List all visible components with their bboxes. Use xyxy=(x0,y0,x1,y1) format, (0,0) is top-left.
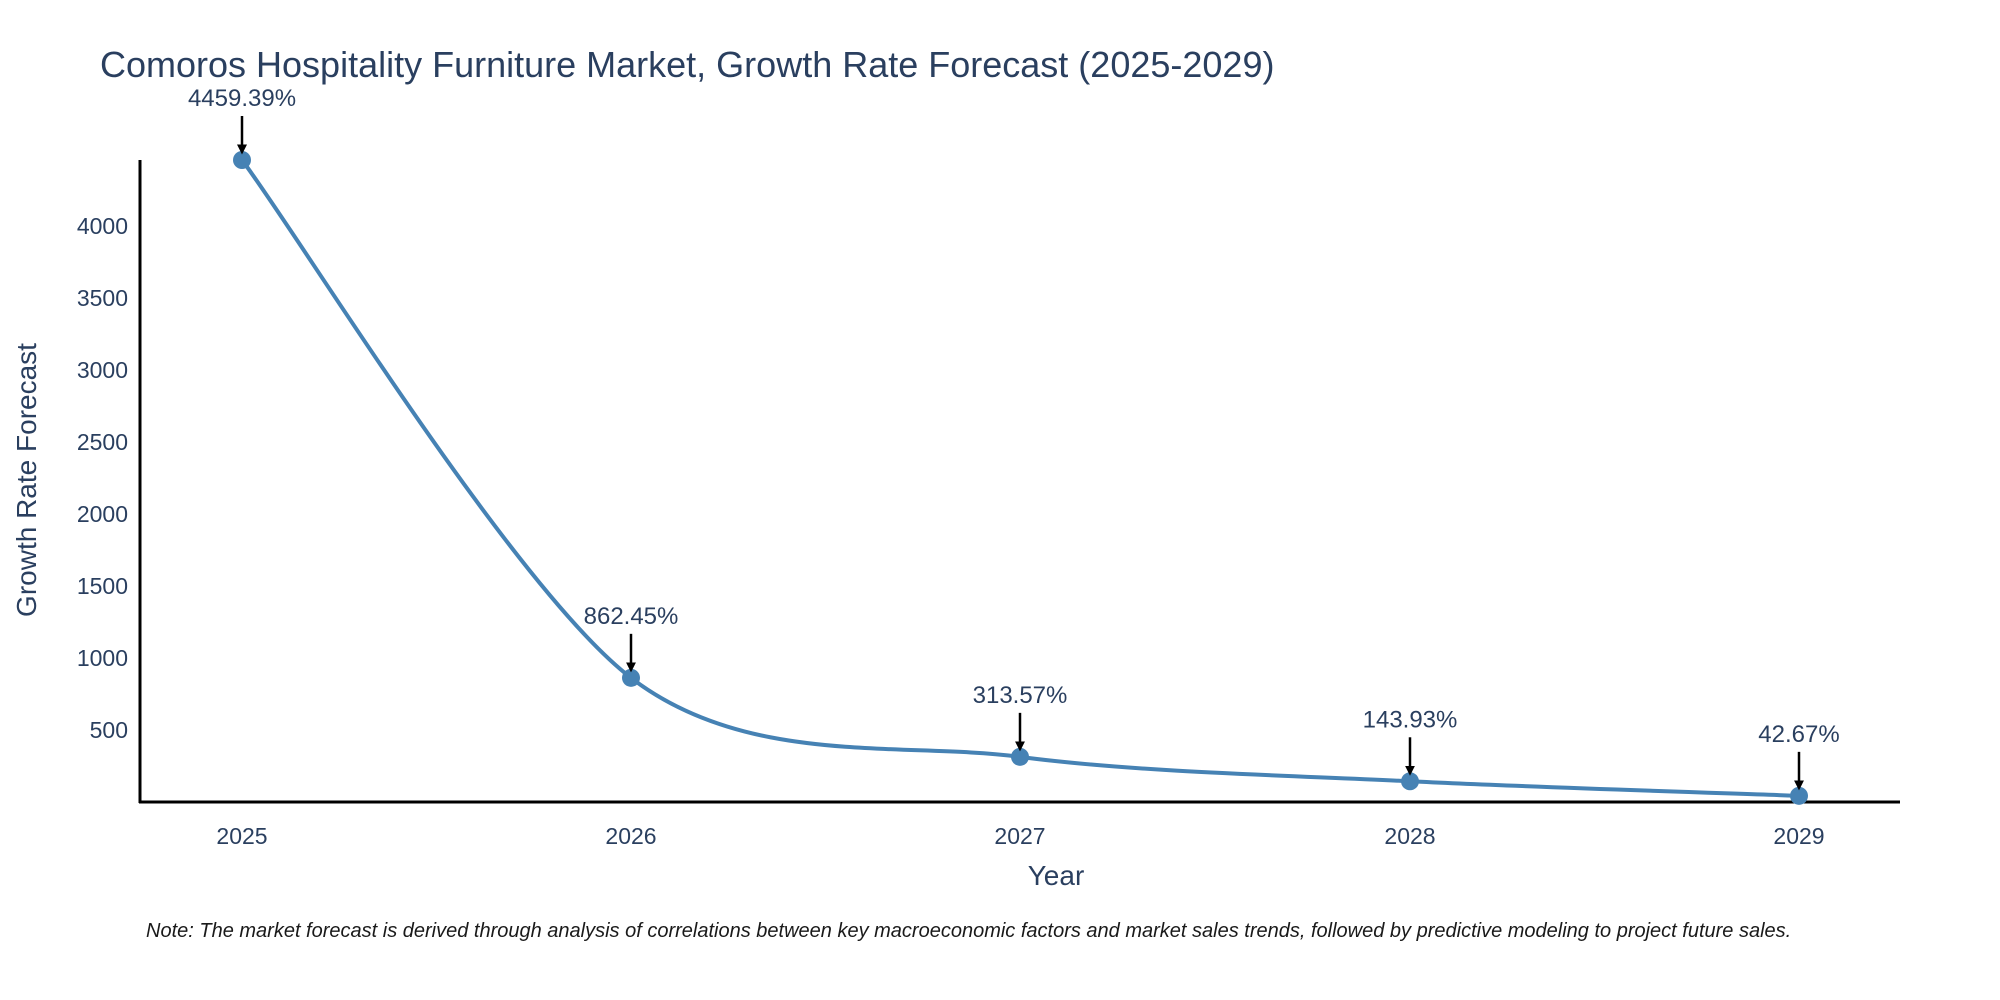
y-tick-label: 3500 xyxy=(77,285,128,311)
data-label: 143.93% xyxy=(1363,706,1458,733)
y-tick-label: 1000 xyxy=(77,645,128,671)
data-label: 862.45% xyxy=(584,603,679,630)
x-tick-label: 2029 xyxy=(1773,823,1824,849)
y-tick-label: 4000 xyxy=(77,213,128,239)
y-tick-label: 1500 xyxy=(77,573,128,599)
x-axis-title: Year xyxy=(1028,860,1085,891)
data-point-2029[interactable] xyxy=(1790,786,1808,805)
data-point-2026[interactable] xyxy=(622,668,640,687)
y-axis-title: Growth Rate Forecast xyxy=(11,343,42,617)
x-tick-label: 2027 xyxy=(994,823,1045,849)
x-tick-label: 2028 xyxy=(1384,823,1435,849)
data-point-2025[interactable] xyxy=(233,151,251,169)
chart-title: Comoros Hospitality Furniture Market, Gr… xyxy=(100,44,1275,85)
data-label: 313.57% xyxy=(973,682,1068,709)
data-point-2027[interactable] xyxy=(1011,747,1029,766)
chart-note: Note: The market forecast is derived thr… xyxy=(146,920,1792,942)
y-tick-label: 500 xyxy=(90,717,128,743)
data-point-2028[interactable] xyxy=(1401,772,1419,791)
data-label: 42.67% xyxy=(1758,721,1839,748)
data-label: 4459.39% xyxy=(188,85,296,112)
y-tick-label: 2000 xyxy=(77,501,128,527)
y-tick-label: 2500 xyxy=(77,429,128,455)
x-tick-label: 2025 xyxy=(216,823,267,849)
series-line xyxy=(240,158,1800,798)
x-tick-label: 2026 xyxy=(605,823,656,849)
y-tick-label: 3000 xyxy=(77,357,128,383)
